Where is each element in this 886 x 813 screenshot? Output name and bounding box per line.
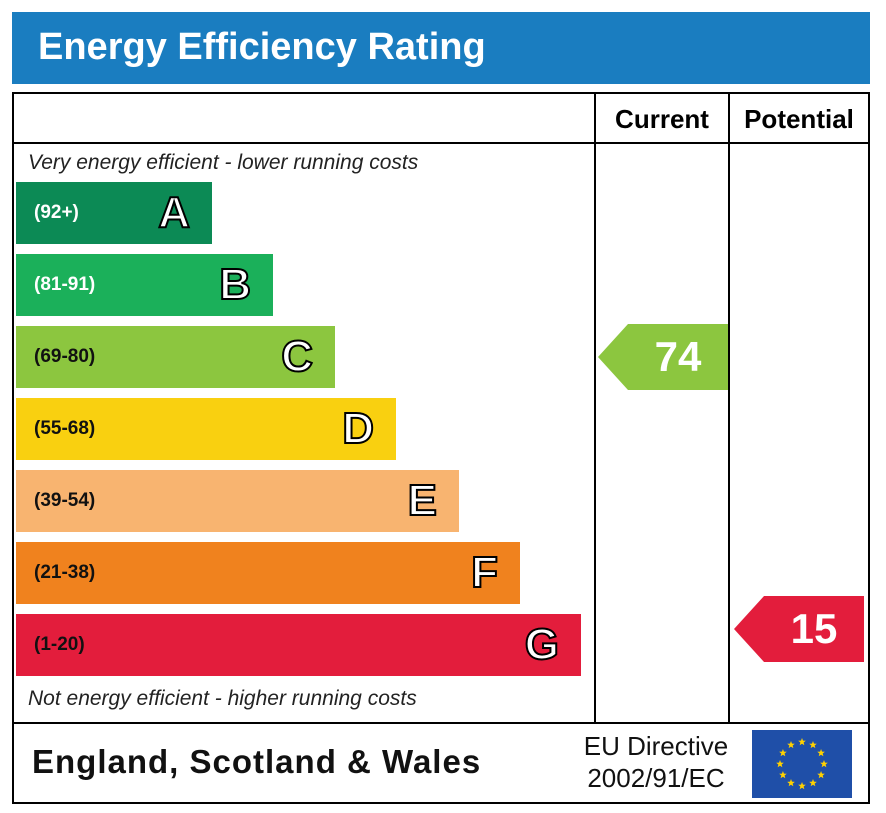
eu-flag-icon [752,730,852,798]
eu-star-icon [779,749,787,757]
eu-star-icon [809,740,817,749]
band-letter: F [470,547,499,598]
eu-star-icon [820,760,828,768]
title-bar: Energy Efficiency Rating [12,12,870,84]
band-range-label: (55-68) [34,418,96,439]
current-arrow-shape [598,324,728,390]
eu-star-icon [787,740,795,749]
band-letter: C [280,331,314,382]
eu-star-icon [779,771,787,779]
eu-star-icon [817,771,825,779]
band-letter: E [407,475,438,526]
directive-line-1: EU Directive [583,731,729,761]
band-letter: A [157,187,191,238]
footer-divider [12,722,870,724]
chart-title: Energy Efficiency Rating [38,26,486,68]
eu-directive: EU Directive 2002/91/EC [568,730,744,794]
current-rating-value: 74 [654,333,702,380]
band-c: (69-80) C [16,326,335,388]
header-divider [12,142,870,144]
directive-line-2: 2002/91/EC [587,763,725,793]
band-g: (1-20) G [16,614,581,676]
eu-star-icon [798,738,806,746]
eu-star-icon [809,779,817,787]
band-letter: B [218,259,252,310]
top-caption: Very energy efficient - lower running co… [28,151,419,174]
bottom-caption: Not energy efficient - higher running co… [28,687,417,710]
current-column-header: Current [615,104,709,134]
band-range-label: (39-54) [34,490,96,511]
eu-star-icon [776,760,784,768]
band-e: (39-54) E [16,470,459,532]
band-range-label: (92+) [34,202,79,223]
potential-rating-arrow: 15 [734,596,864,662]
band-range-label: (81-91) [34,274,96,295]
band-letter: D [341,403,375,454]
eu-star-icon [787,779,795,787]
band-b: (81-91) B [16,254,273,316]
eu-star-icon [817,749,825,757]
band-a: (92+) A [16,182,212,244]
rating-frame [12,92,870,804]
band-range-label: (21-38) [34,562,96,583]
band-range-label: (1-20) [34,634,85,655]
band-d: (55-68) D [16,398,396,460]
eu-star-icon [798,782,806,790]
potential-column-header: Potential [744,104,854,134]
current-column-divider [594,92,596,724]
potential-arrow-shape [734,596,864,662]
potential-rating-value: 15 [790,605,838,652]
band-letter: G [524,619,560,670]
band-f: (21-38) F [16,542,520,604]
region-label: England, Scotland & Wales [32,743,482,780]
current-rating-arrow: 74 [598,324,728,390]
band-range-label: (69-80) [34,346,96,367]
potential-column-divider [728,92,730,724]
